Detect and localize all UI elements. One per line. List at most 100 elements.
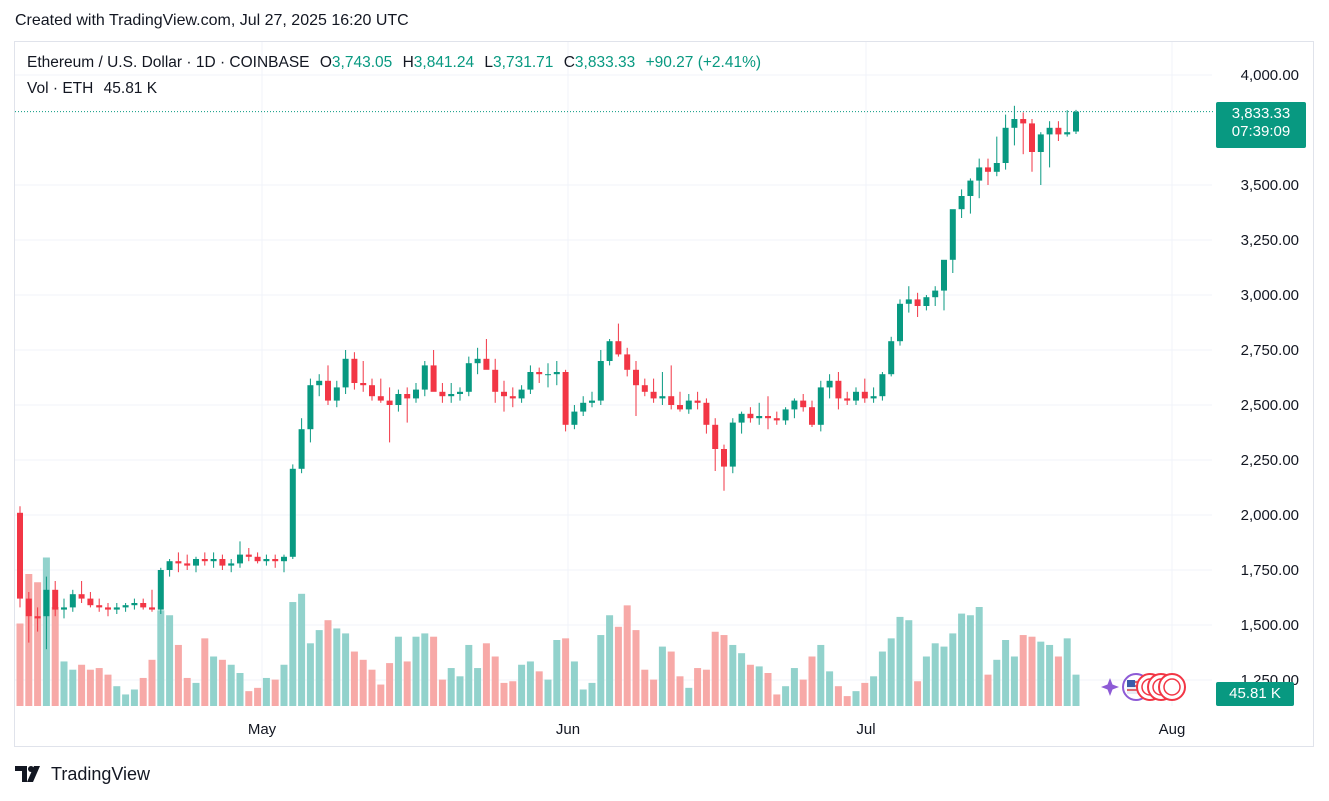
price-tick-label: 1,750.00 — [1241, 562, 1299, 579]
candle-body — [430, 365, 437, 392]
volume-bar — [324, 620, 332, 706]
candle-body — [615, 341, 622, 355]
low-value: 3,731.71 — [493, 54, 554, 71]
price-tick-label: 2,250.00 — [1241, 452, 1299, 469]
volume-bar — [817, 644, 825, 706]
candle-body — [509, 396, 516, 399]
price-tick-label: 2,000.00 — [1241, 507, 1299, 524]
candle-body — [861, 391, 868, 399]
candle-body — [633, 369, 639, 386]
volume-bar — [755, 666, 763, 706]
price-tick-label: 1,500.00 — [1241, 617, 1299, 634]
volume-bar — [350, 651, 358, 706]
volume-bar — [632, 630, 640, 706]
volume-bar — [245, 691, 253, 706]
event-markers[interactable] — [1098, 670, 1190, 704]
candle-body — [421, 365, 428, 390]
volume-bar — [790, 668, 798, 706]
volume-bar — [491, 656, 499, 706]
price-axis: 1,250.001,500.001,750.002,000.002,250.00… — [1241, 67, 1299, 689]
volume-bar — [122, 694, 130, 706]
volume-bar — [588, 682, 596, 706]
volume-bar — [456, 676, 464, 706]
candle-body — [360, 383, 367, 386]
price-tick-label: 4,000.00 — [1241, 67, 1299, 84]
candle-body — [993, 163, 1000, 172]
volume-bar — [368, 669, 376, 706]
candle-body — [545, 374, 551, 376]
candle-body — [395, 394, 402, 405]
candle-body — [1029, 123, 1035, 152]
volume-bar — [667, 651, 675, 706]
volume-bar — [157, 610, 165, 706]
candle-body — [650, 391, 657, 399]
candle-body — [1055, 127, 1062, 135]
volume-label: Vol · ETH — [27, 80, 94, 97]
candle-body — [113, 607, 120, 610]
volume-bar — [562, 638, 570, 706]
volume-bar — [377, 684, 385, 706]
volume-bar — [702, 669, 710, 706]
candle-body — [905, 299, 912, 304]
economic-event-icon[interactable] — [1158, 673, 1186, 701]
volume-bar — [746, 664, 754, 706]
volume-bar — [447, 668, 455, 706]
volume-bar — [834, 686, 842, 706]
volume-bar — [315, 630, 323, 706]
volume-bar — [782, 686, 790, 706]
volume-bar — [192, 682, 200, 706]
candle-body — [96, 605, 103, 608]
candle-body — [237, 554, 243, 564]
volume-bar — [729, 644, 737, 706]
candle-body — [853, 391, 859, 401]
volume-bar — [526, 661, 534, 706]
chart-frame[interactable] — [14, 41, 1314, 747]
candle-body — [122, 605, 129, 608]
candle-body — [817, 387, 824, 425]
footer-brand-name: TradingView — [51, 764, 151, 784]
volume-bar — [711, 631, 719, 706]
volume-bar — [280, 664, 288, 706]
candle-body — [386, 400, 393, 405]
volume-bar — [430, 636, 438, 706]
candle-body — [228, 563, 235, 566]
open-value: 3,743.05 — [331, 54, 393, 71]
candle-body — [729, 422, 736, 467]
candle-body — [439, 391, 446, 397]
candle-body — [465, 363, 472, 392]
volume-bar — [614, 626, 622, 706]
candle-body — [307, 385, 314, 430]
grid-lines — [15, 42, 1212, 706]
candle-body — [826, 380, 833, 388]
volume-bar — [289, 602, 297, 706]
time-tick-label: Jul — [856, 721, 875, 738]
candle-body — [641, 385, 648, 392]
volume-bar — [139, 677, 147, 706]
candle-body — [342, 358, 349, 388]
bar-countdown: 07:39:09 — [1231, 123, 1291, 140]
candle-body — [879, 374, 886, 397]
candle-body — [527, 372, 534, 390]
volume-bar — [1063, 638, 1071, 706]
volume-bar — [623, 605, 631, 706]
volume-bar — [95, 668, 103, 706]
volume-bar — [482, 643, 490, 706]
time-axis: May Jun Jul Aug — [248, 721, 1186, 738]
candle-body — [765, 416, 771, 419]
candle-body — [501, 391, 507, 397]
candle-body — [562, 372, 569, 425]
volume-bar — [958, 613, 966, 706]
volume-bar — [940, 646, 948, 706]
price-tick-label: 2,750.00 — [1241, 342, 1299, 359]
volume-bar — [896, 616, 904, 706]
volume-bar — [676, 676, 684, 706]
footer-brand[interactable]: TradingView — [15, 764, 150, 785]
volume-bar — [183, 677, 191, 706]
volume-bar — [808, 656, 816, 706]
candle-body — [316, 380, 323, 386]
volume-bar — [826, 671, 834, 706]
price-tick-label: 2,500.00 — [1241, 397, 1299, 414]
candle-body — [809, 407, 815, 425]
candle-body — [791, 400, 798, 410]
